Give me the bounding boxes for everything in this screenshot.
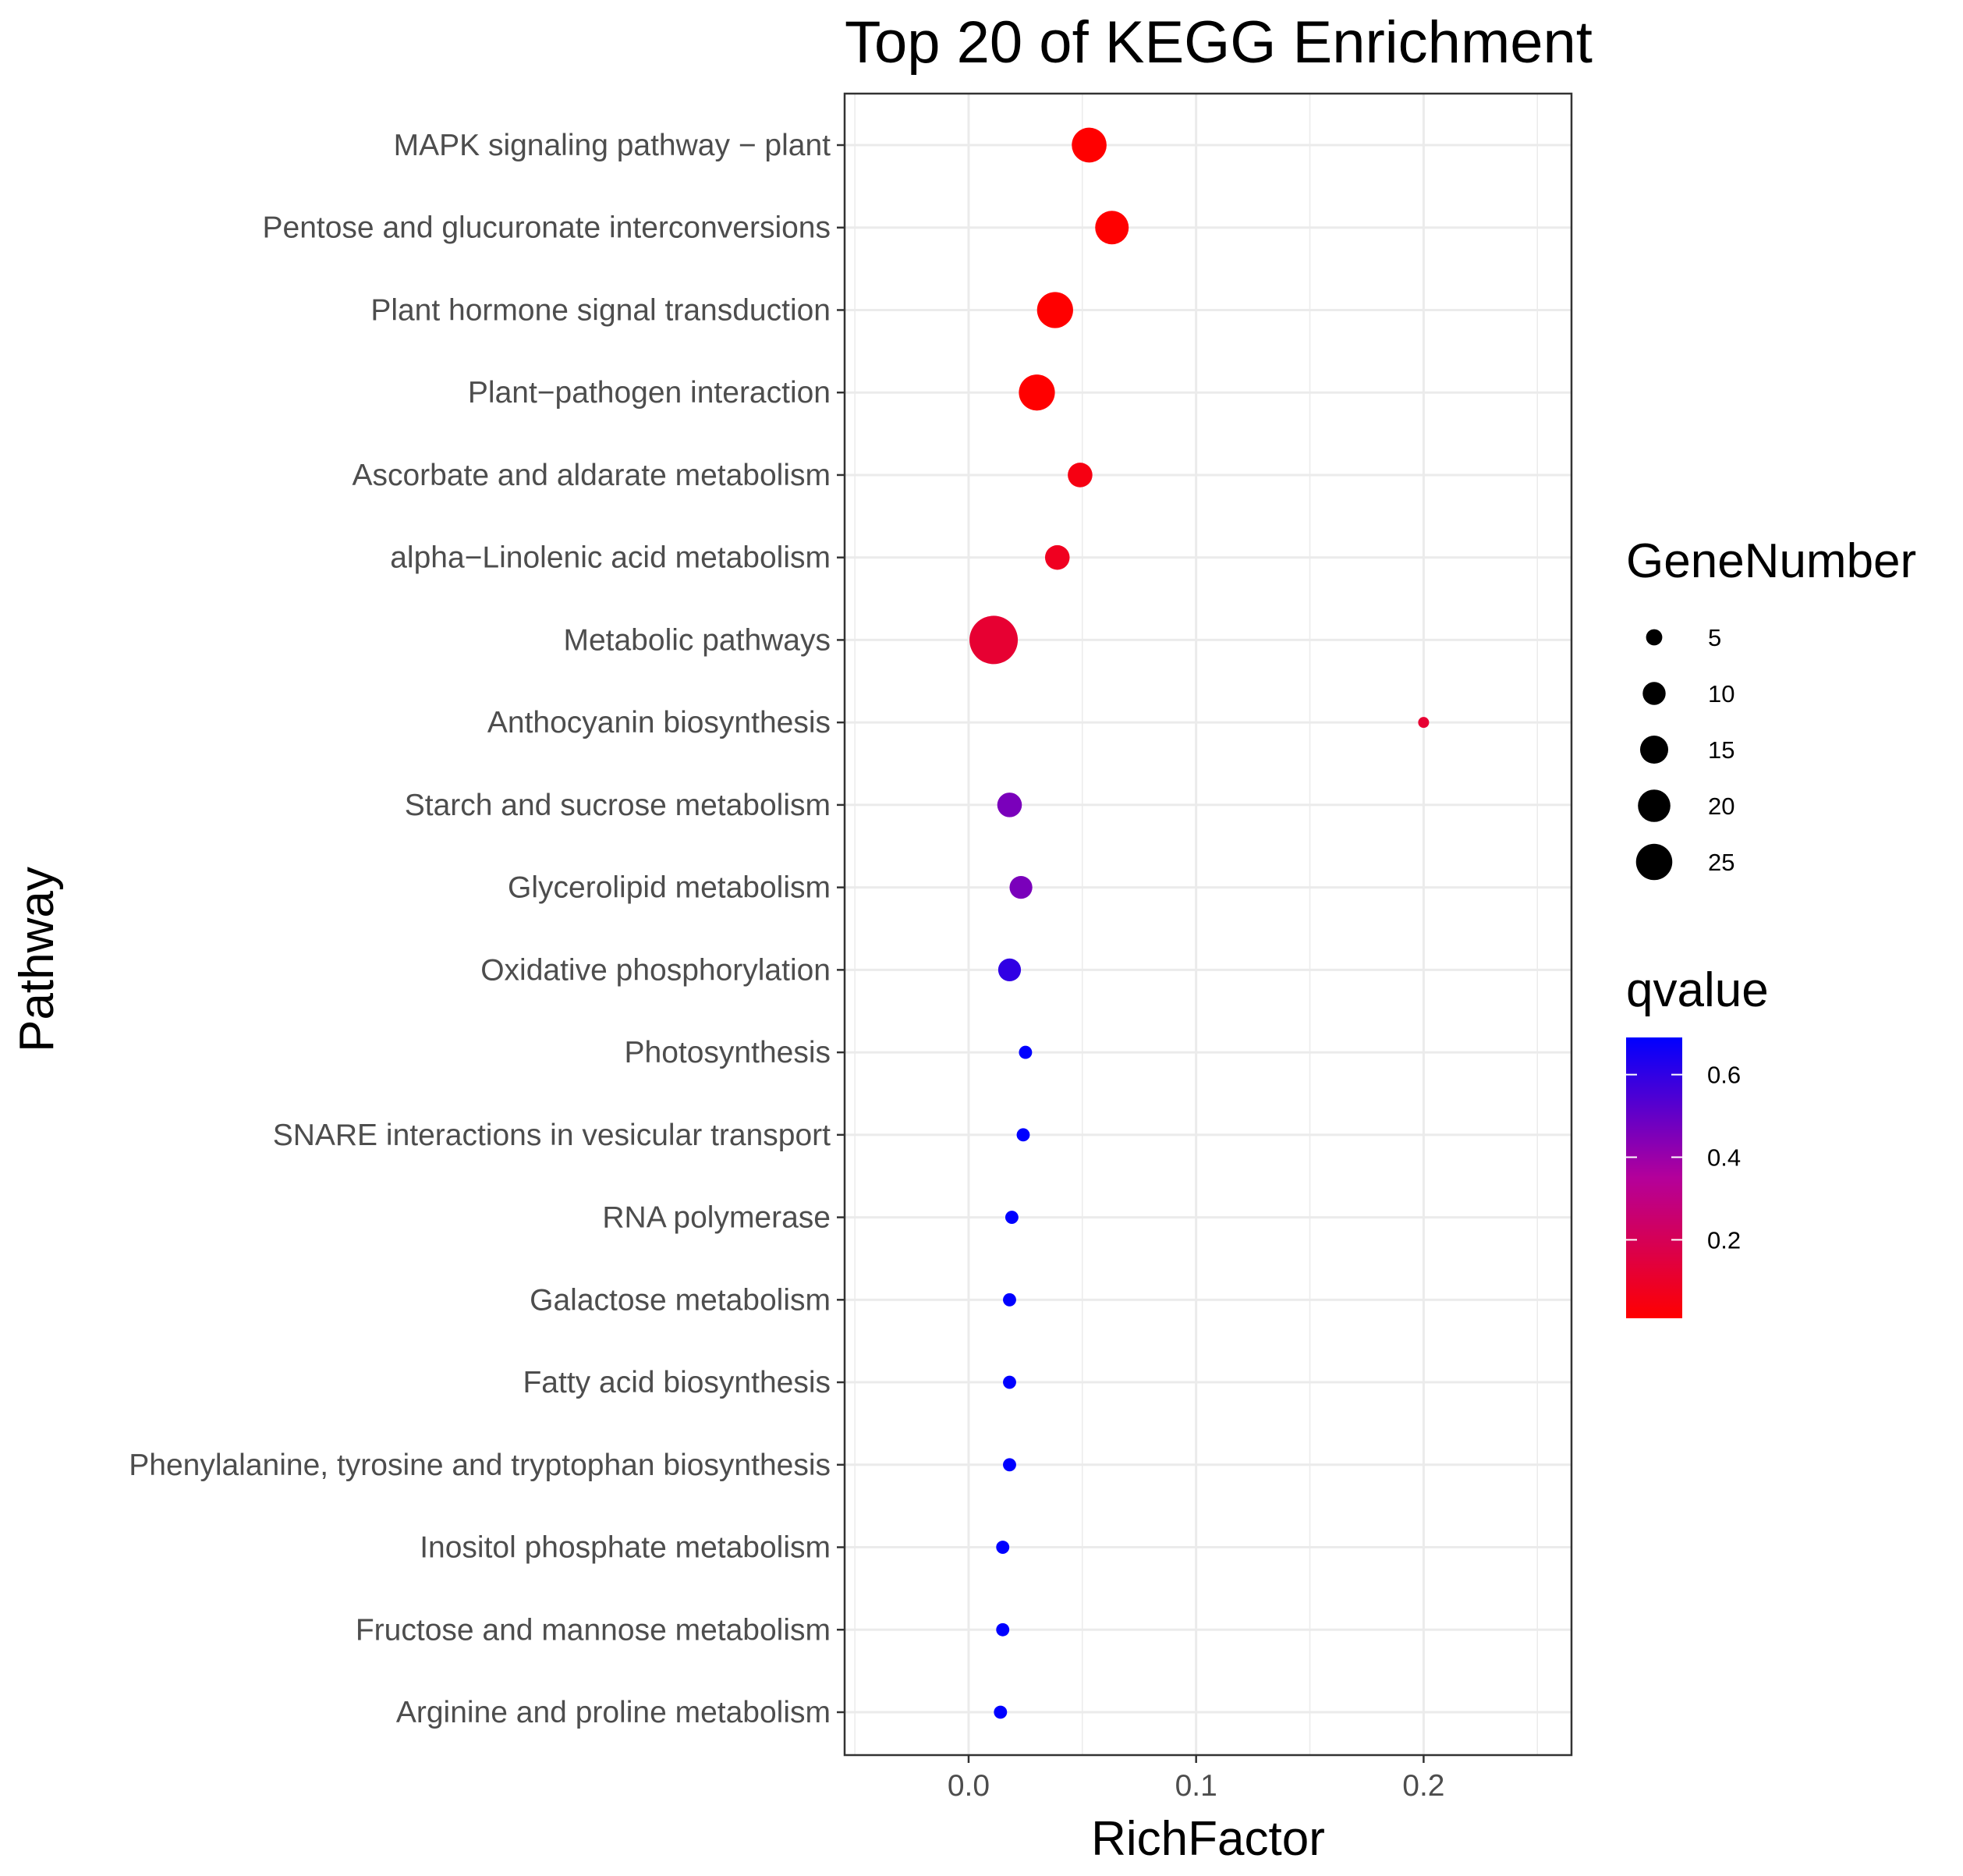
data-point [1095, 211, 1129, 245]
size-legend-label: 25 [1708, 849, 1734, 876]
size-legend-dot [1638, 789, 1671, 822]
size-legend-items: 5 10 15 20 25 [1635, 624, 1734, 881]
data-point [1003, 1458, 1016, 1472]
y-tick-label: Glycerolipid metabolism [508, 871, 831, 905]
y-tick-label: MAPK signaling pathway − plant [394, 129, 831, 162]
y-tick-label: Plant−pathogen interaction [468, 376, 831, 410]
x-axis-title: RichFactor [1091, 1812, 1325, 1866]
y-axis: MAPK signaling pathway − plant Pentose an… [129, 129, 845, 1729]
y-tick-label: RNA polymerase [602, 1201, 831, 1235]
colorbar-tick-label: 0.4 [1707, 1144, 1741, 1172]
x-tick-label: 0.2 [1402, 1769, 1444, 1803]
y-tick-label: Metabolic pathways [563, 623, 831, 657]
y-tick-label: Pentose and glucuronate interconversions [263, 211, 831, 245]
y-tick-label: Fructose and mannose metabolism [356, 1613, 831, 1647]
data-point [1036, 292, 1073, 328]
y-tick-label: Inositol phosphate metabolism [420, 1531, 831, 1565]
y-tick-label: Galactose metabolism [530, 1283, 831, 1317]
y-tick-label: Phenylalanine, tyrosine and tryptophan b… [129, 1449, 831, 1482]
size-legend-label: 10 [1708, 680, 1734, 707]
x-tick-label: 0.1 [1175, 1769, 1217, 1803]
panel-border [843, 92, 1573, 1757]
size-legend-label: 5 [1708, 624, 1721, 651]
data-point [1072, 127, 1107, 163]
size-legend-dot [1635, 843, 1673, 881]
y-tick-label: Photosynthesis [625, 1036, 831, 1069]
data-point [1003, 1293, 1016, 1307]
y-tick-label: Starch and sucrose metabolism [405, 789, 831, 822]
data-point [1019, 374, 1055, 411]
size-legend-dot [1639, 735, 1669, 764]
panel-background [845, 94, 1571, 1755]
size-legend-label: 20 [1708, 793, 1734, 820]
y-tick-label: Oxidative phosphorylation [480, 953, 831, 987]
colorbar-tick-label: 0.2 [1707, 1226, 1741, 1254]
y-tick-label: Anthocyanin biosynthesis [487, 706, 831, 739]
x-tick-label: 0.0 [948, 1769, 990, 1803]
data-point [996, 1541, 1010, 1554]
data-point [1019, 1045, 1033, 1059]
color-legend-title: qvalue [1626, 963, 1769, 1017]
size-legend-label: 15 [1708, 736, 1734, 764]
grid-minor-lines [854, 94, 1538, 1755]
colorbar-tick-label: 0.6 [1707, 1062, 1741, 1089]
grid-major-lines [845, 94, 1571, 1755]
y-tick-label: Arginine and proline metabolism [396, 1696, 831, 1729]
data-points [969, 127, 1430, 1719]
data-point [994, 1705, 1008, 1719]
plot-panel [843, 92, 1573, 1757]
data-point [997, 793, 1022, 817]
data-point [969, 615, 1019, 665]
y-tick-label: Fatty acid biosynthesis [523, 1366, 831, 1399]
size-legend-dot [1646, 629, 1663, 646]
size-legend-dot [1642, 682, 1666, 705]
data-point [1016, 1128, 1030, 1142]
y-axis-title: Pathway [10, 867, 64, 1052]
size-legend-title: GeneNumber [1626, 534, 1916, 588]
colorbar-ticks: 0.2 0.4 0.6 [1626, 1062, 1741, 1254]
y-tick-label: SNARE interactions in vesicular transpor… [273, 1119, 831, 1152]
chart-title: Top 20 of KEGG Enrichment [845, 9, 1593, 76]
data-point [1009, 876, 1033, 899]
data-point [1005, 1211, 1019, 1225]
data-point [997, 958, 1022, 981]
y-tick-label: Ascorbate and aldarate metabolism [352, 459, 831, 492]
data-point [1418, 717, 1430, 729]
x-axis: 0.0 0.1 0.2 [948, 1755, 1445, 1803]
color-legend: qvalue 0.2 0.4 0.6 [1626, 963, 1769, 1318]
qvalue-colorbar [1626, 1037, 1682, 1318]
y-tick-label: alpha−Linolenic acid metabolism [390, 541, 831, 575]
y-tick-label: Plant hormone signal transduction [370, 293, 831, 327]
size-legend: GeneNumber 5 10 15 20 25 [1626, 534, 1916, 881]
data-point [996, 1622, 1010, 1637]
data-point [1044, 544, 1070, 570]
data-point [1068, 463, 1093, 488]
data-point [1003, 1375, 1016, 1389]
